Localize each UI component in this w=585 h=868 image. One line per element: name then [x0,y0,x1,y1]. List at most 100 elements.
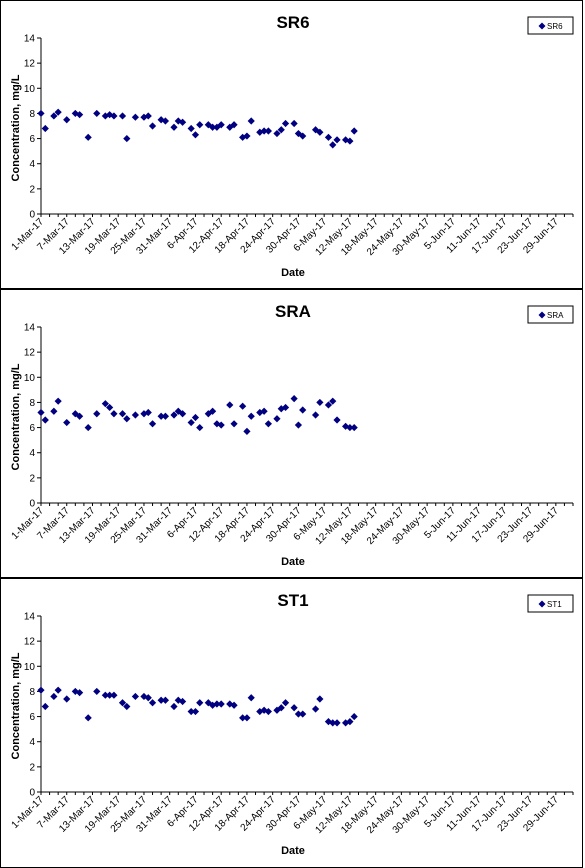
data-point [346,137,354,145]
y-tick-label: 2 [29,184,35,195]
data-point [84,714,92,722]
data-point [131,113,139,121]
data-point [84,133,92,141]
data-point [281,119,290,128]
data-point [93,109,101,118]
data-point [118,112,127,120]
data-point [333,136,341,144]
legend: ST1 [527,594,574,613]
data-point [54,686,62,694]
data-point [93,687,101,696]
data-point [50,407,58,415]
data-point [316,695,324,703]
data-point [187,707,195,716]
data-point [191,707,200,716]
x-axis-label: Date [281,267,305,279]
data-point [243,427,251,435]
data-point [324,133,333,141]
y-axis-label: Concentration, mg/L [10,363,22,470]
data-point [247,117,255,125]
data-point [273,415,281,423]
legend-marker [538,311,546,319]
data-point [316,128,324,136]
chart-panel-st1: ST1 0 2 4 6 8 10 12 14 1-Mar-17 7-Mar-17 13-Mar-17 1… [0,578,583,868]
data-point [196,699,204,707]
data-point [290,119,298,128]
data-point [157,412,165,420]
data-point [264,420,272,428]
legend-marker [538,600,546,608]
data-point [239,402,247,410]
data-point [209,123,217,131]
data-point [191,131,200,139]
y-tick-label: 0 [29,499,35,510]
y-tick-label: 2 [29,762,35,773]
legend-label: ST1 [547,600,562,609]
y-tick-label: 10 [24,662,36,673]
data-point [217,700,225,708]
data-point [333,719,341,727]
y-tick-label: 12 [24,59,36,70]
y-tick-label: 0 [29,788,35,799]
y-tick-label: 12 [24,637,36,648]
data-point [187,124,195,133]
y-tick-label: 0 [29,210,35,221]
data-point [178,118,187,126]
data-point [329,141,337,149]
data-point [294,421,303,429]
data-point [350,423,358,432]
data-point [41,416,49,424]
chart-title: ST1 [277,591,308,610]
chart-panel-sra: SRA 0 2 4 6 8 10 12 14 1-Mar-17 7-Mar-17 13-Mar-17 1… [0,289,583,578]
data-point [101,112,109,120]
data-point [161,412,170,420]
y-tick-label: 4 [29,159,35,170]
data-point [316,398,324,407]
data-point [178,410,187,418]
data-point [123,702,131,711]
data-point [217,121,225,129]
data-point [148,122,157,130]
chart-svg: SRA024681012141-Mar-177-Mar-1713-Mar-171… [10,302,574,568]
data-point [350,712,358,721]
legend-box [527,16,574,35]
data-point [187,418,195,427]
data-point [106,691,114,699]
data-point [118,410,127,418]
data-point [144,408,152,417]
data-point [178,697,187,706]
chart-panel-sr6: SR6 0 2 4 6 8 10 12 14 1-Mar-17 7-Mar-17 13-Mar-17 1… [0,0,583,289]
data-point [148,699,157,707]
data-point [131,692,139,701]
chart-svg: SR6024681012141-Mar-177-Mar-1713-Mar-171… [10,13,574,279]
data-point [144,694,152,702]
data-point [264,127,272,135]
data-point [333,416,341,424]
y-tick-label: 6 [29,712,35,723]
legend-box [527,594,574,613]
legend-marker [538,22,546,30]
y-tick-label: 10 [24,373,36,384]
data-point [148,420,157,428]
data-point [157,696,165,704]
legend: SR6 [527,16,574,35]
legend: SRA [527,305,574,324]
data-point [217,421,225,429]
data-point [37,408,45,417]
data-point [226,401,234,409]
data-point [346,718,354,726]
data-point [123,415,131,423]
y-tick-label: 8 [29,398,35,409]
data-point [76,111,84,119]
data-point [110,691,118,699]
data-point [260,127,268,135]
data-point [264,707,272,716]
y-tick-label: 14 [24,612,36,623]
data-point [63,695,71,703]
data-point [63,418,71,427]
data-point [37,109,45,118]
y-tick-label: 6 [29,423,35,434]
data-point [41,124,49,133]
y-axis-label: Concentration, mg/L [10,74,22,181]
data-point [196,121,204,129]
